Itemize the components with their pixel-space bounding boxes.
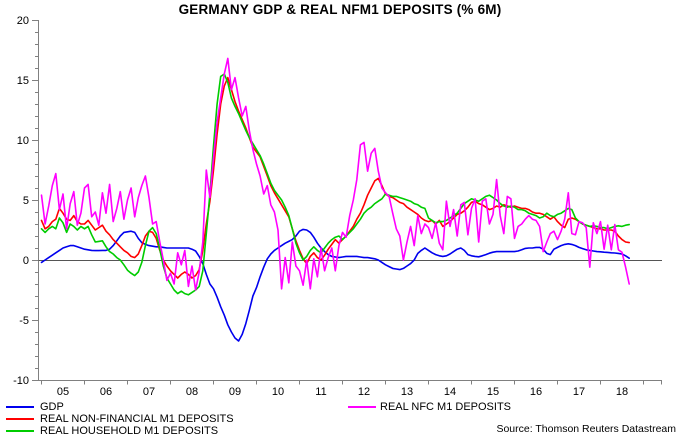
svg-text:11: 11	[315, 386, 326, 398]
gdp-line-swatch-icon	[6, 406, 34, 408]
svg-text:14: 14	[444, 386, 456, 398]
svg-text:08: 08	[186, 386, 198, 398]
nonfinancial-m1-line-swatch-icon	[6, 418, 34, 420]
svg-text:17: 17	[573, 386, 585, 398]
household-m1-line-swatch-icon	[6, 430, 34, 432]
source-attribution: Source: Thomson Reuters Datastream	[496, 423, 676, 435]
svg-text:-5: -5	[19, 315, 29, 327]
svg-text:06: 06	[100, 386, 112, 398]
svg-text:16: 16	[530, 386, 542, 398]
svg-text:5: 5	[23, 195, 29, 207]
nfc-m1-line-swatch-icon	[348, 406, 376, 408]
svg-text:15: 15	[17, 75, 29, 87]
legend-label-gdp: GDP	[40, 401, 64, 413]
legend-label-nfc-m1: REAL NFC M1 DEPOSITS	[380, 401, 512, 413]
svg-text:07: 07	[143, 386, 155, 398]
svg-text:-10: -10	[13, 375, 29, 387]
legend-label-nonfinancial-m1: REAL NON-FINANCIAL M1 DEPOSITS	[40, 413, 234, 425]
svg-text:10: 10	[272, 386, 284, 398]
svg-text:0: 0	[23, 255, 29, 267]
svg-text:09: 09	[229, 386, 241, 398]
svg-text:15: 15	[487, 386, 499, 398]
svg-text:13: 13	[401, 386, 413, 398]
svg-text:20: 20	[17, 15, 29, 27]
legend-label-household-m1: REAL HOUSEHOLD M1 DEPOSITS	[40, 425, 219, 436]
svg-text:12: 12	[358, 386, 370, 398]
svg-text:10: 10	[17, 135, 29, 147]
svg-text:05: 05	[57, 386, 69, 398]
chart-title: GERMANY GDP & REAL NFM1 DEPOSITS (% 6M)	[178, 2, 502, 17]
svg-text:18: 18	[616, 386, 628, 398]
